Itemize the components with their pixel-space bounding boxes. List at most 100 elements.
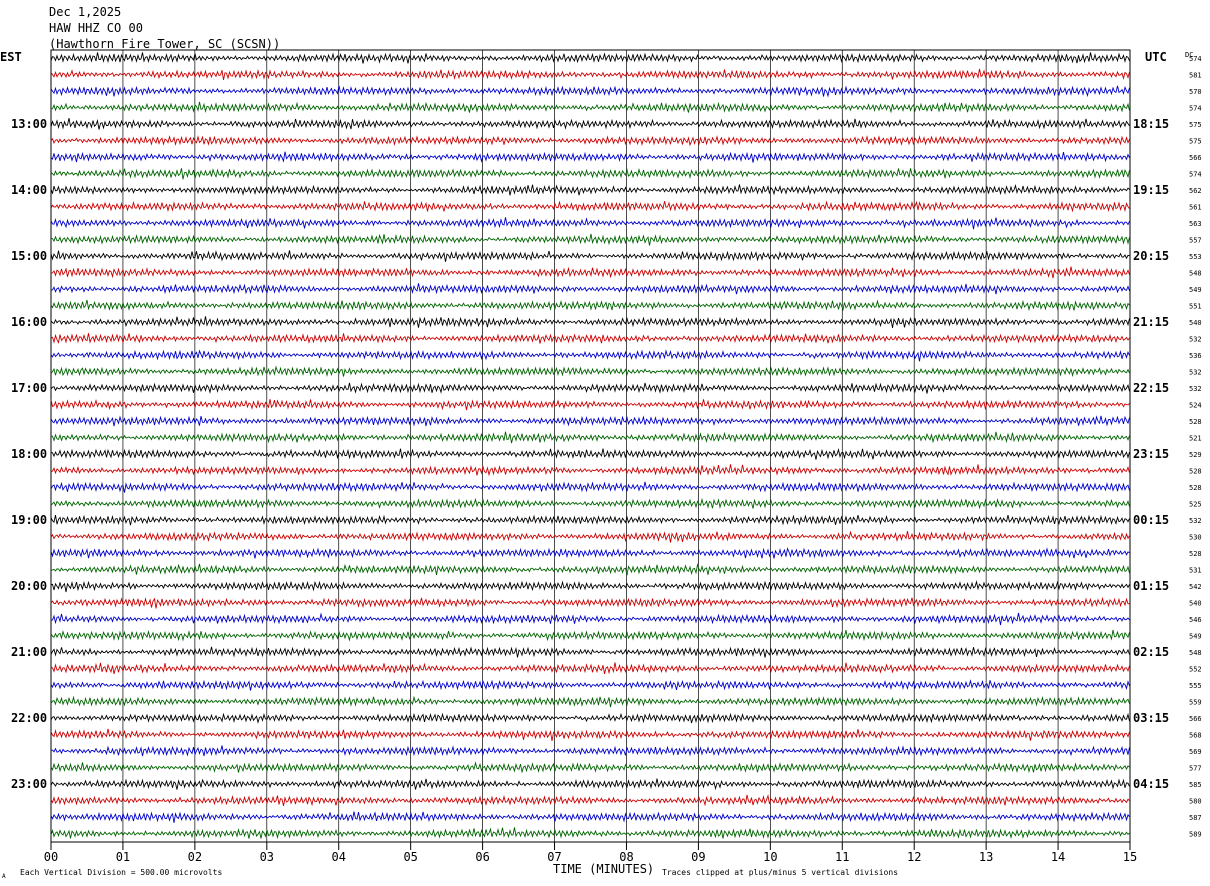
dc-offset-value: 561 — [1189, 204, 1202, 212]
x-tick-label: 13 — [979, 850, 993, 864]
dc-offset-value: 581 — [1189, 72, 1202, 80]
dc-offset-value: 580 — [1189, 798, 1202, 806]
utc-hour-label: 21:15 — [1133, 315, 1169, 329]
est-hour-label: 15:00 — [11, 249, 47, 263]
trace-row — [50, 431, 1130, 444]
x-tick-label: 06 — [475, 850, 489, 864]
dc-offset-value: 524 — [1189, 402, 1202, 410]
x-tick-label: 03 — [260, 850, 274, 864]
trace-row — [50, 497, 1130, 510]
station-header: Dec 1,2025 HAW HHZ CO 00 (Hawthorn Fire … — [49, 4, 280, 52]
est-hour-label: 16:00 — [11, 315, 47, 329]
utc-hour-labels: 18:15 19:15 20:15 21:15 22:15 23:15 00:15 01:15… — [1133, 117, 1169, 791]
dc-offset-value: 540 — [1189, 600, 1202, 608]
trace-row — [50, 200, 1130, 213]
dc-label: DC — [1185, 51, 1193, 59]
dc-offset-value: 521 — [1189, 435, 1202, 443]
trace-row — [50, 695, 1130, 708]
trace-row — [50, 233, 1130, 246]
vertical-division-note: Each Vertical Division = 500.00 microvol… — [20, 868, 222, 877]
dc-offset-value: 528 — [1189, 484, 1202, 492]
utc-hour-label: 20:15 — [1133, 249, 1169, 263]
station-location-label: (Hawthorn Fire Tower, SC (SCSN)) — [49, 37, 281, 51]
dc-offset-value: 548 — [1189, 270, 1202, 278]
x-tick-label: 02 — [188, 850, 202, 864]
dc-offset-value: 587 — [1189, 814, 1202, 822]
trace-row — [50, 728, 1130, 741]
dc-offset-value: 529 — [1189, 451, 1202, 459]
dc-offset-value: 555 — [1189, 682, 1202, 690]
dc-offset-value: 551 — [1189, 303, 1202, 311]
trace-row — [50, 778, 1130, 791]
x-tick-label: 12 — [907, 850, 921, 864]
utc-hour-label: 03:15 — [1133, 711, 1169, 725]
trace-row — [50, 399, 1130, 411]
trace-row — [50, 563, 1130, 576]
dc-offset-value: 575 — [1189, 121, 1202, 129]
dc-offset-value: 585 — [1189, 781, 1202, 789]
trace-row — [50, 382, 1130, 394]
trace-row — [50, 349, 1130, 362]
trace-row — [50, 118, 1130, 130]
trace-row — [50, 333, 1130, 345]
utc-label: UTC — [1145, 50, 1167, 64]
dc-offset-value: 577 — [1189, 765, 1202, 773]
utc-hour-label: 18:15 — [1133, 117, 1169, 131]
dc-offset-value: 525 — [1189, 501, 1202, 509]
trace-row — [50, 365, 1130, 378]
x-tick-label: 01 — [116, 850, 130, 864]
trace-row — [50, 68, 1130, 80]
dc-offset-value: 528 — [1189, 468, 1202, 476]
utc-hour-label: 00:15 — [1133, 513, 1169, 527]
dc-offset-value: 562 — [1189, 187, 1202, 195]
date-label: Dec 1,2025 — [49, 5, 122, 19]
trace-row — [50, 761, 1130, 774]
x-tick-label: 00 — [44, 850, 58, 864]
clipping-note: Traces clipped at plus/minus 5 vertical … — [662, 868, 898, 877]
est-hour-label: 22:00 — [11, 711, 47, 725]
trace-row — [50, 266, 1130, 279]
trace-row — [50, 514, 1130, 526]
x-axis-ticks: 00 01 02 03 04 05 06 07 08 09 10 11 12 13 14 15 — [44, 842, 1137, 864]
station-code-label: HAW HHZ CO 00 — [49, 21, 143, 35]
dc-offset-value: 549 — [1189, 286, 1202, 294]
trace-row — [50, 629, 1130, 642]
dc-offset-value: 528 — [1189, 550, 1202, 558]
dc-offset-value: 589 — [1189, 831, 1202, 839]
trace-row — [50, 151, 1130, 163]
dc-offset-value: 546 — [1189, 616, 1202, 624]
dc-offset-value: 566 — [1189, 715, 1202, 723]
dc-offset-value: 532 — [1189, 369, 1202, 377]
x-tick-label: 04 — [332, 850, 346, 864]
trace-row — [50, 464, 1130, 477]
x-tick-label: 10 — [763, 850, 777, 864]
dc-offset-value: 563 — [1189, 220, 1202, 228]
est-hour-labels: 13:00 14:00 15:00 16:00 17:00 18:00 19:00 20:00… — [11, 117, 47, 791]
est-hour-label: 21:00 — [11, 645, 47, 659]
trace-row — [50, 794, 1130, 807]
dc-offset-value: 531 — [1189, 567, 1202, 575]
est-label: EST — [0, 50, 22, 64]
utc-hour-label: 23:15 — [1133, 447, 1169, 461]
est-hour-label: 19:00 — [11, 513, 47, 527]
est-hour-label: 20:00 — [11, 579, 47, 593]
dc-offset-value: 575 — [1189, 138, 1202, 146]
trace-row — [50, 827, 1130, 840]
est-hour-label: 17:00 — [11, 381, 47, 395]
dc-offset-value: 536 — [1189, 352, 1202, 360]
dc-offset-value: 532 — [1189, 336, 1202, 344]
dc-offset-value: 532 — [1189, 385, 1202, 393]
dc-offset-value: 566 — [1189, 154, 1202, 162]
trace-row — [50, 580, 1130, 593]
dc-offset-value: 557 — [1189, 237, 1202, 245]
utc-hour-label: 22:15 — [1133, 381, 1169, 395]
dc-offset-value: 530 — [1189, 534, 1202, 542]
utc-hour-label: 02:15 — [1133, 645, 1169, 659]
x-tick-label: 07 — [547, 850, 561, 864]
dc-offset-value: 559 — [1189, 699, 1202, 707]
utc-hour-label: 01:15 — [1133, 579, 1169, 593]
x-tick-label: 08 — [619, 850, 633, 864]
dc-offset-value: 549 — [1189, 633, 1202, 641]
trace-row — [50, 662, 1130, 675]
dc-offset-value: 553 — [1189, 253, 1202, 261]
